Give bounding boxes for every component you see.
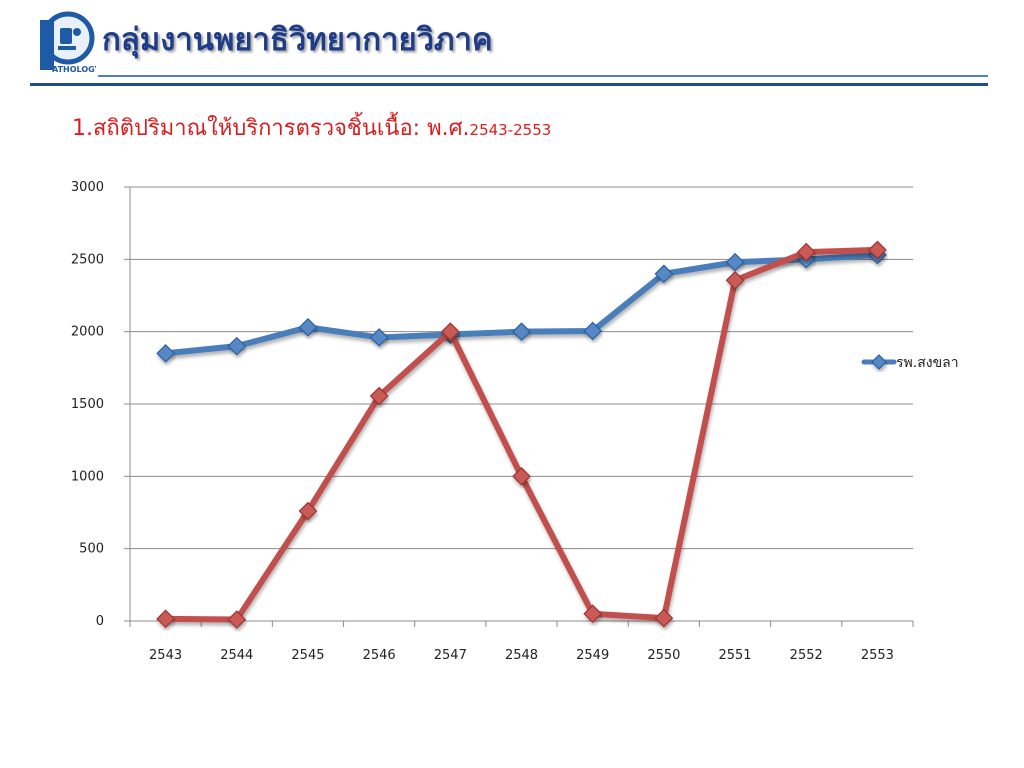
chart-subtitle: 1.สถิติปริมาณให้บริการตรวจชิ้นเนื้อ: พ.ศ…: [72, 110, 551, 145]
x-tick-label-2549: 2549: [576, 648, 609, 663]
data-point-s2-2548: [512, 466, 531, 486]
data-point-s2-2552: [796, 242, 816, 262]
x-tick-label-2551: 2551: [718, 648, 751, 663]
data-point-s2-2550: [654, 608, 674, 628]
x-tick-label-2545: 2545: [291, 648, 324, 663]
data-point-s1-2549: [583, 321, 603, 341]
data-point-s2-2553: [868, 240, 887, 260]
x-tick-label-2547: 2547: [434, 648, 467, 663]
data-point-s2-2547: [440, 322, 460, 342]
logo-text: ATHOLOGY: [52, 65, 96, 74]
legend-marker: [871, 354, 887, 370]
data-point-s1-2551: [725, 252, 745, 272]
y-tick-label-2000: 2000: [71, 325, 104, 340]
data-point-s2-2551: [725, 270, 745, 290]
y-tick-label-0: 0: [96, 614, 104, 629]
data-point-s2-2546: [369, 386, 389, 406]
subtitle-year-range: 2543-2553: [469, 121, 552, 139]
subtitle-text: 1.สถิติปริมาณให้บริการตรวจชิ้นเนื้อ: พ.ศ…: [72, 116, 470, 141]
data-point-s2-2544: [227, 610, 247, 629]
y-tick-label-500: 500: [79, 542, 104, 557]
data-point-s1-2548: [512, 322, 531, 342]
series-line-2: [162, 246, 881, 623]
data-point-s2-2545: [298, 501, 318, 521]
legend-label: รพ.สงขลา: [896, 355, 959, 371]
data-point-s1-2546: [369, 328, 389, 347]
y-tick-label-1500: 1500: [71, 397, 104, 412]
data-point-s2-2549: [583, 604, 603, 624]
header-rule-thick: [30, 83, 988, 86]
data-point-s2-2543: [156, 609, 175, 629]
header-rule-thin: [98, 75, 988, 77]
data-point-s1-2545: [298, 317, 318, 337]
y-tick-label-3000: 3000: [71, 180, 104, 195]
page-title: กลุ่มงานพยาธิวิทยากายวิภาค: [102, 22, 493, 58]
x-tick-label-2544: 2544: [220, 648, 253, 663]
data-point-s1-2544: [227, 336, 247, 356]
x-tick-label-2543: 2543: [149, 648, 182, 663]
y-tick-label-1000: 1000: [71, 469, 104, 484]
pathology-logo: ATHOLOGY: [40, 11, 96, 74]
x-tick-label-2553: 2553: [861, 648, 894, 663]
x-tick-label-2546: 2546: [363, 648, 396, 663]
data-point-s1-2543: [156, 344, 175, 363]
y-tick-label-2500: 2500: [71, 252, 104, 267]
x-tick-label-2550: 2550: [647, 648, 680, 663]
x-tick-label-2552: 2552: [790, 648, 823, 663]
x-tick-label-2548: 2548: [505, 648, 538, 663]
data-point-s1-2550: [654, 264, 674, 284]
